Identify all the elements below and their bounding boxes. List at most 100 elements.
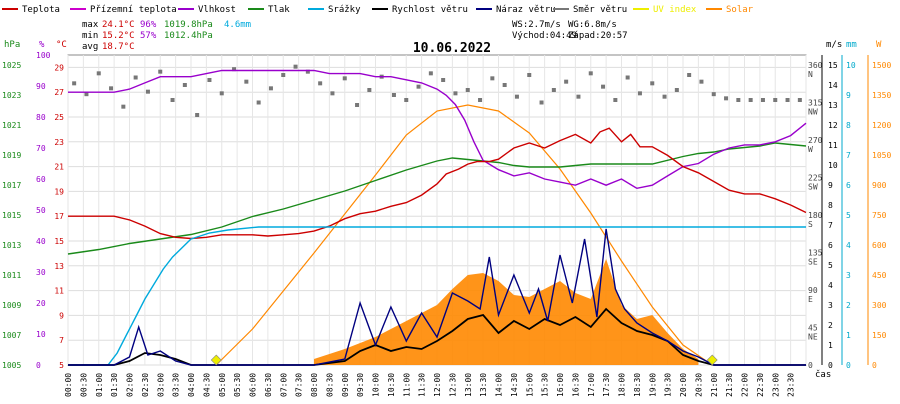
- wind-dir-point: [797, 98, 802, 102]
- x-tick-label: 21:00: [710, 373, 719, 397]
- temp-tick-label: 23: [54, 138, 64, 147]
- pct-tick-label: 80: [36, 113, 46, 122]
- ms-tick-label: 2: [828, 321, 833, 330]
- stat-max-label: max: [82, 20, 99, 30]
- mm-axis-label: mm: [846, 40, 857, 50]
- x-tick-label: 15:30: [541, 373, 550, 397]
- wind-dir-point: [416, 84, 421, 89]
- w-tick-label: 0: [872, 361, 877, 370]
- stat-min-label: min: [82, 31, 98, 41]
- x-tick-label: 06:30: [264, 373, 273, 397]
- temp-tick-label: 5: [59, 361, 64, 370]
- wind-dir-point: [182, 83, 187, 87]
- ms-tick-label: 1: [828, 341, 833, 350]
- wind-dir-point: [84, 92, 89, 97]
- wind-dir-point: [724, 96, 729, 101]
- w-tick-label: 1050: [872, 151, 891, 160]
- x-tick-label: 18:00: [618, 373, 627, 397]
- hpa-tick-label: 1009: [2, 301, 21, 310]
- temp-tick-label: 29: [54, 63, 64, 72]
- wind-dir-point: [699, 79, 704, 84]
- mm-tick-label: 0: [846, 361, 851, 370]
- wind-dir-point: [711, 92, 716, 97]
- wind-dir-point: [121, 104, 126, 109]
- wind-dir-point: [748, 98, 753, 102]
- ms-tick-label: 3: [828, 301, 833, 310]
- x-tick-label: 03:30: [172, 373, 181, 397]
- info-ws: WS:2.7m/s: [512, 20, 561, 30]
- ms-tick-label: 9: [828, 181, 833, 190]
- x-tick-label: 07:00: [279, 373, 288, 397]
- wind-dir-point: [760, 98, 765, 102]
- x-tick-label: 13:30: [479, 373, 488, 397]
- mm-tick-label: 7: [846, 151, 851, 160]
- pct-tick-label: 70: [36, 144, 46, 153]
- w-tick-label: 1500: [872, 61, 891, 70]
- x-tick-label: 19:00: [648, 373, 657, 397]
- temp-tick-label: 15: [54, 237, 64, 246]
- chart-title: 10.06.2022: [413, 41, 491, 56]
- x-tick-label: 11:30: [418, 373, 427, 397]
- x-tick-label: 12:00: [433, 373, 442, 397]
- x-tick-label: 18:30: [633, 373, 642, 397]
- pct-tick-label: 90: [36, 82, 46, 91]
- temp-tick-label: 7: [59, 336, 64, 345]
- x-tick-label: 07:30: [295, 373, 304, 397]
- wind-dir-point: [613, 98, 618, 102]
- wind-dir-point: [391, 93, 396, 97]
- x-tick-label: 16:30: [571, 373, 580, 397]
- ms-tick-label: 13: [828, 101, 838, 110]
- ms-tick-label: 6: [828, 241, 833, 250]
- x-tick-label: 14:00: [495, 373, 504, 397]
- w-tick-label: 900: [872, 181, 887, 190]
- wind-dir-point: [195, 113, 200, 117]
- wind-dir-point: [601, 84, 606, 89]
- wind-dir-point: [367, 88, 372, 92]
- stats-box: max 24.1°C 96% 1019.8hPa 4.6mm min 15.2°…: [82, 20, 251, 52]
- wind-dir-point: [133, 75, 138, 80]
- x-tick-label: 03:00: [156, 373, 165, 397]
- temp-tick-label: 9: [59, 311, 64, 320]
- x-tick-label: 04:30: [202, 373, 211, 397]
- pct-tick-label: 40: [36, 237, 46, 246]
- pct-tick-label: 30: [36, 268, 46, 277]
- legend: Teplota Přízemní teplota Vlhkost Tlak Srážky…: [2, 5, 754, 15]
- x-tick-label: 19:30: [664, 373, 673, 397]
- stat-max-temp: 24.1°C: [102, 20, 135, 30]
- legend-label: Teplota: [22, 5, 60, 15]
- ms-tick-label: 10: [828, 161, 838, 170]
- x-tick-label: 22:00: [741, 373, 750, 397]
- wind-dir-point: [650, 81, 655, 86]
- wind-dir-point: [170, 98, 175, 102]
- legend-label: Solar: [726, 5, 754, 15]
- legend-label: Tlak: [268, 5, 290, 15]
- x-tick-label: 20:00: [679, 373, 688, 397]
- info-sunset: Západ:20:57: [568, 31, 628, 41]
- temp-axis-label: °C: [56, 40, 67, 50]
- legend-label: Srážky: [328, 5, 361, 15]
- x-tick-label: 09:00: [341, 373, 350, 397]
- stat-min-temp: 15.2°C: [102, 31, 135, 41]
- mm-tick-label: 4: [846, 241, 851, 250]
- temp-tick-label: 13: [54, 262, 64, 271]
- ms-tick-label: 8: [828, 201, 833, 210]
- x-tick-label: 06:00: [249, 373, 258, 397]
- wind-dir-point: [305, 69, 310, 74]
- x-tick-label: 10:00: [372, 373, 381, 397]
- ms-tick-label: 0: [828, 361, 833, 370]
- hpa-tick-label: 1017: [2, 181, 21, 190]
- hpa-tick-label: 1015: [2, 211, 21, 220]
- wind-dir-point: [785, 98, 790, 102]
- mm-tick-label: 5: [846, 211, 851, 220]
- ms-tick-label: 12: [828, 121, 838, 130]
- x-tick-label: 00:30: [79, 373, 88, 397]
- x-tick-label: 22:30: [756, 373, 765, 397]
- x-tick-label: 23:30: [787, 373, 796, 397]
- stat-avg-temp: 18.7°C: [102, 42, 135, 52]
- wind-dir-point: [207, 78, 212, 82]
- x-tick-label: 14:30: [510, 373, 519, 397]
- ms-tick-label: 15: [828, 61, 838, 70]
- hpa-tick-label: 1023: [2, 91, 21, 100]
- stat-min-press: 1012.4hPa: [164, 31, 213, 41]
